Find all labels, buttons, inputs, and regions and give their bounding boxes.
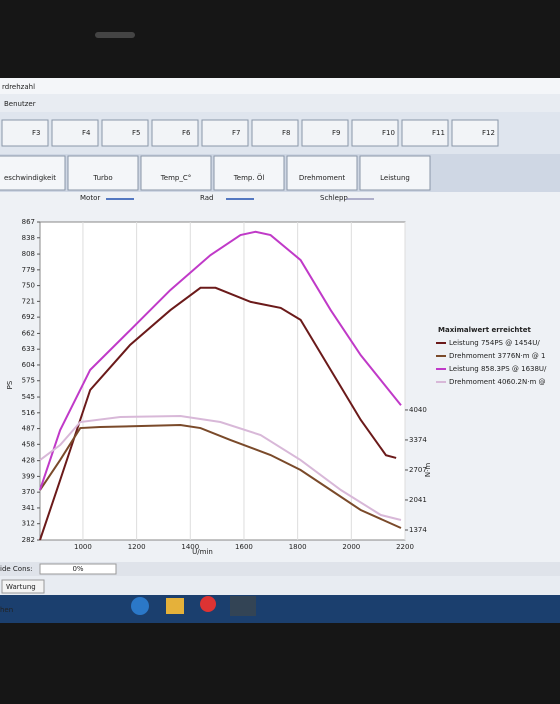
legend-label: Leistung 858.3PS @ 1638U/: [449, 365, 547, 373]
wartung-tab[interactable]: [1, 579, 45, 594]
y-axis-label: PS: [6, 380, 14, 389]
x-tick-label: 1000: [74, 543, 92, 551]
y-tick-label: 721: [22, 297, 35, 305]
tab-button[interactable]: [140, 155, 212, 191]
y-tick-label: 545: [22, 393, 35, 401]
progress: [39, 563, 117, 575]
y-tick-label: 575: [22, 377, 35, 385]
series-line: [39, 415, 402, 521]
legend-label: Drehmoment 4060.2N·m @: [449, 378, 546, 386]
hinge: [95, 32, 135, 38]
fkey-label[interactable]: F8: [282, 129, 290, 137]
tab-label[interactable]: Drehmoment: [299, 174, 346, 182]
y2-axis-label: N·m: [424, 463, 432, 477]
y2-tick-label: 1374: [409, 526, 427, 534]
tab-button[interactable]: [359, 155, 431, 191]
fkey-label[interactable]: F7: [232, 129, 240, 137]
legend-label: Drehmoment 3776N·m @ 1: [449, 352, 546, 360]
y2-tick-label: 2707: [409, 466, 427, 474]
tab-button[interactable]: [0, 155, 66, 191]
menu[interactable]: Benutzer: [4, 100, 36, 108]
title-bar: [0, 78, 560, 94]
fkey-label[interactable]: F4: [82, 129, 91, 137]
tab-button[interactable]: [286, 155, 358, 191]
x-axis-label: U/min: [192, 548, 213, 556]
y-tick-label: 370: [22, 488, 35, 496]
x-tick-label: 2000: [342, 543, 360, 551]
status-label: ide Cons:: [0, 565, 33, 573]
legend-title: Maximalwert erreichtet: [438, 326, 531, 334]
y-tick-label: 692: [22, 313, 35, 321]
y2-tick-label: 2041: [409, 496, 427, 504]
y-tick-label: 487: [22, 425, 35, 433]
folder-icon[interactable]: [166, 598, 184, 614]
series-line: [39, 230, 402, 491]
tab-label[interactable]: Leistung: [380, 174, 410, 182]
fkey-button[interactable]: [51, 119, 99, 147]
legend-top-label: Motor: [80, 194, 100, 202]
progress-value: 0%: [72, 565, 83, 573]
plot-area: [39, 221, 406, 541]
fkey-label[interactable]: F9: [332, 129, 340, 137]
y-tick-label: 312: [22, 520, 35, 528]
y-tick-label: 399: [22, 472, 35, 480]
y2-tick-label: 4040: [409, 406, 427, 414]
tab-label[interactable]: eschwindigkeit: [4, 174, 56, 182]
x-tick-label: 2200: [396, 543, 414, 551]
tab-label[interactable]: Temp_C°: [160, 174, 192, 182]
x-tick-label: 1600: [235, 543, 253, 551]
y-tick-label: 662: [22, 329, 35, 337]
x-tick-label: 1400: [181, 543, 199, 551]
wartung-label[interactable]: Wartung: [6, 583, 36, 591]
fkey-label[interactable]: F10: [382, 129, 395, 137]
y-tick-label: 633: [22, 345, 35, 353]
tab-label[interactable]: Turbo: [92, 174, 112, 182]
fkey-button[interactable]: [251, 119, 299, 147]
y-tick-label: 808: [22, 250, 35, 258]
fkey-label[interactable]: F11: [432, 129, 445, 137]
status-bar: [0, 562, 560, 576]
legend-top-label: Schlepp: [320, 194, 348, 202]
fkey-button[interactable]: [351, 119, 399, 147]
tab-label[interactable]: Temp. Öl: [233, 173, 265, 182]
y-tick-label: 750: [22, 282, 35, 290]
window-title: rdrehzahl: [2, 83, 35, 91]
tab-button[interactable]: [213, 155, 285, 191]
y-tick-label: 282: [22, 536, 35, 544]
browser-icon[interactable]: [200, 596, 216, 612]
y-tick-label: 516: [22, 409, 36, 417]
app-icon[interactable]: [131, 597, 149, 615]
y-tick-label: 604: [22, 361, 36, 369]
fkey-button[interactable]: [101, 119, 149, 147]
fkey-button[interactable]: [1, 119, 49, 147]
fkey-label[interactable]: F12: [482, 129, 495, 137]
fkey-label[interactable]: F5: [132, 129, 140, 137]
fkey-button[interactable]: [151, 119, 199, 147]
y-tick-label: 458: [22, 440, 35, 448]
active-app[interactable]: [230, 596, 256, 616]
series-line: [39, 424, 402, 529]
y-tick-label: 838: [22, 234, 35, 242]
tab-button[interactable]: [67, 155, 139, 191]
fkey-button[interactable]: [301, 119, 349, 147]
legend-label: Leistung 754PS @ 1454U/: [449, 339, 540, 347]
taskbar: [0, 595, 560, 623]
taskbar-text: hen: [0, 606, 13, 614]
y-tick-label: 341: [22, 504, 35, 512]
x-tick-label: 1200: [128, 543, 146, 551]
fkey-button[interactable]: [401, 119, 449, 147]
fkey-label[interactable]: F3: [32, 129, 40, 137]
legend-top-label: Rad: [200, 194, 213, 202]
series-line: [39, 286, 397, 541]
y-tick-label: 428: [22, 457, 35, 465]
fkey-label[interactable]: F6: [182, 129, 191, 137]
y-tick-label: 779: [22, 266, 35, 274]
y2-tick-label: 3374: [409, 436, 427, 444]
y-tick-label: 867: [22, 218, 35, 226]
x-tick-label: 1800: [289, 543, 307, 551]
fkey-button[interactable]: [451, 119, 499, 147]
fkey-button[interactable]: [201, 119, 249, 147]
